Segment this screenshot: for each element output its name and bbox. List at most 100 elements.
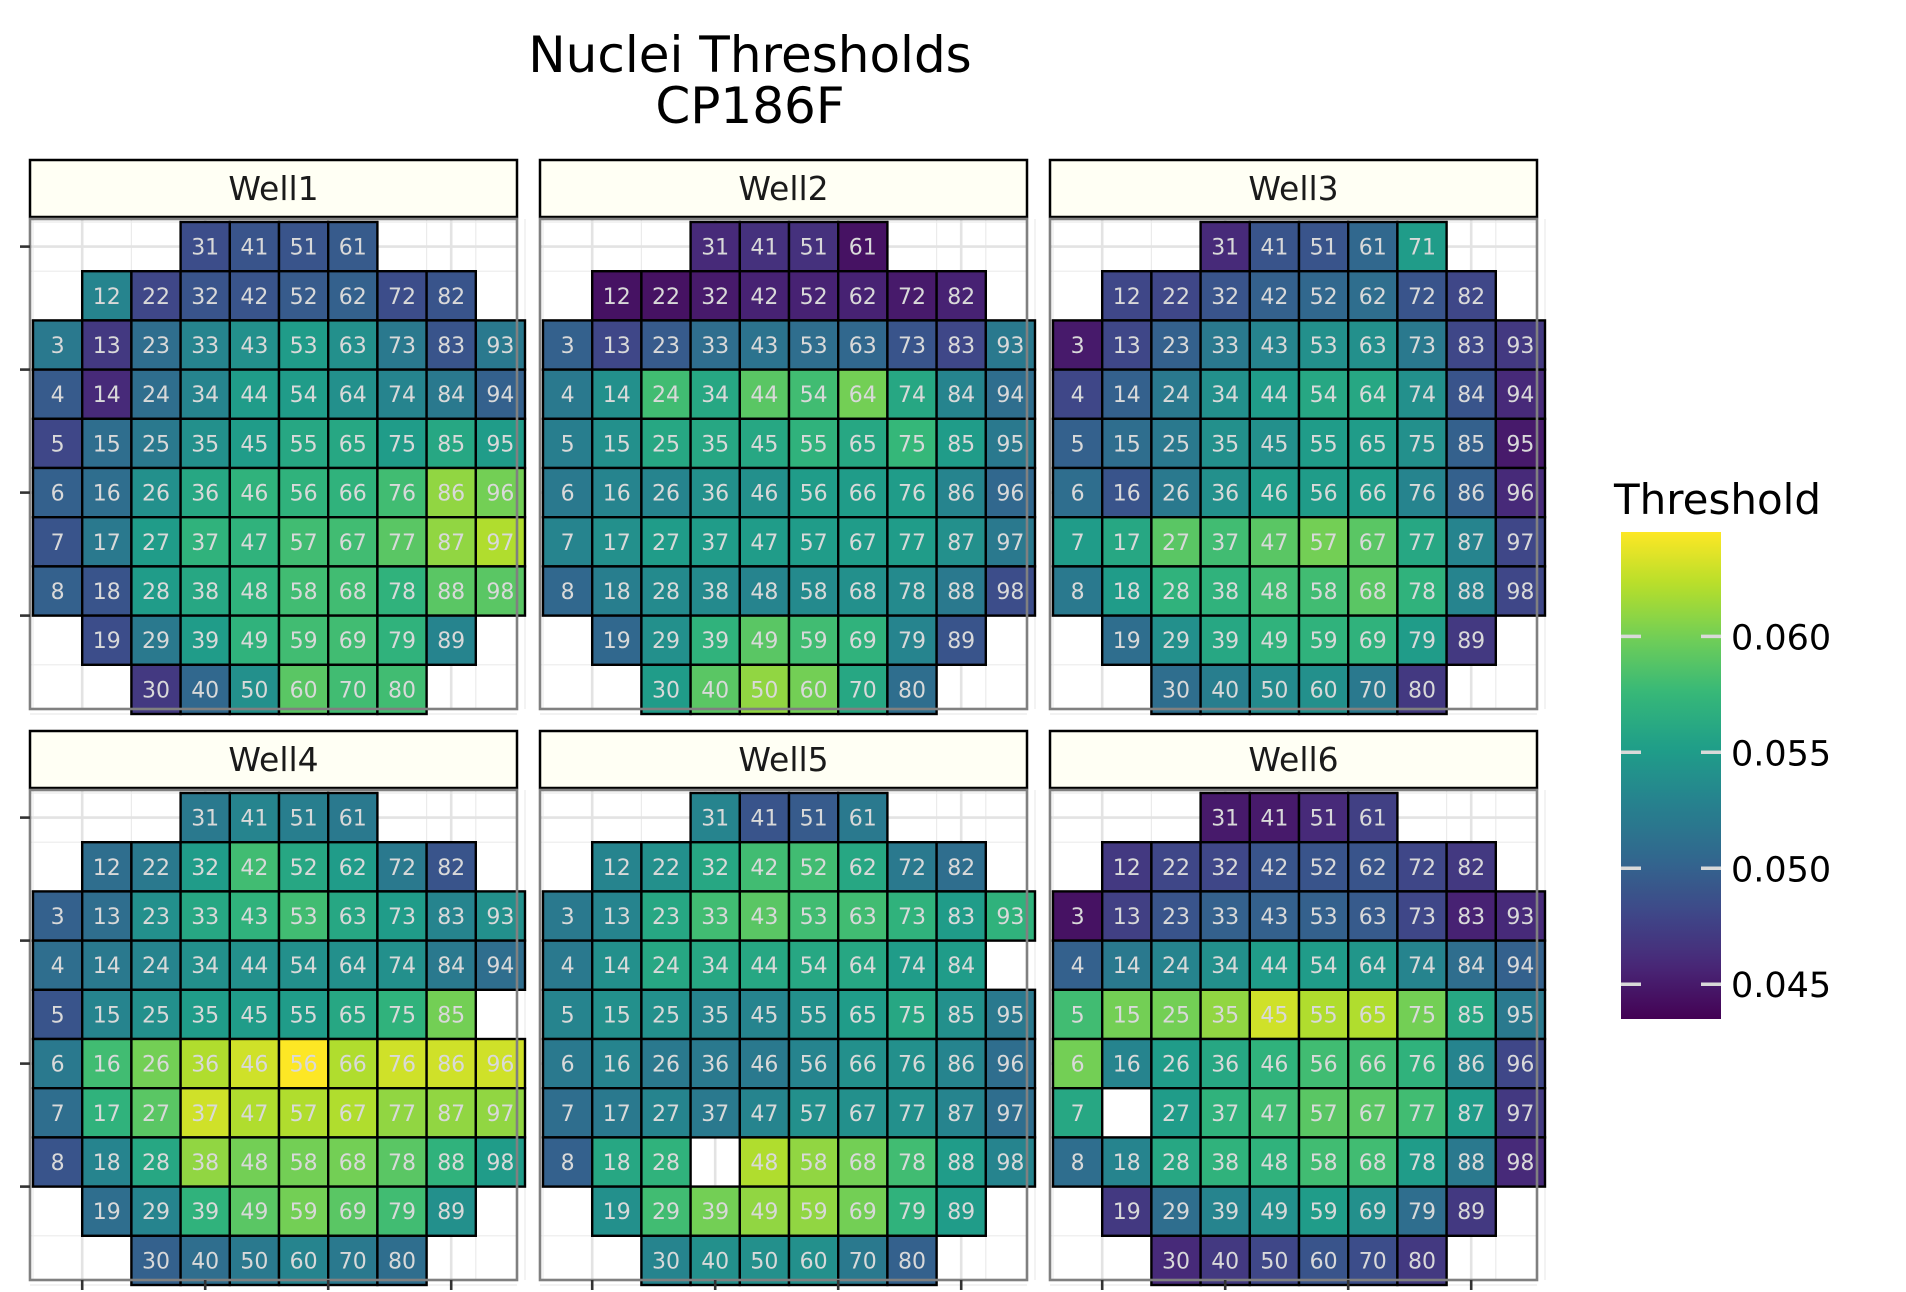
tile-label: 23 [1162, 905, 1190, 930]
tile-label: 79 [898, 629, 926, 654]
tile-well4-65 [327, 988, 379, 1041]
tile-label: 26 [652, 482, 680, 507]
tile-well1-61 [327, 220, 379, 273]
tile-well6-40 [1199, 1234, 1251, 1287]
tile-label: 25 [1162, 1003, 1190, 1028]
tile-well5-45 [738, 988, 791, 1041]
tile-well6-51 [1297, 791, 1350, 844]
tile-well2-76 [886, 466, 938, 519]
tile-label: 96 [1506, 482, 1534, 507]
tile-well4-48 [228, 1136, 281, 1188]
tile-label: 77 [1408, 531, 1436, 556]
tile-label: 58 [290, 1151, 318, 1176]
tile-label: 4 [1071, 954, 1085, 979]
tile-well4-19 [80, 1185, 133, 1237]
tile-label: 82 [947, 285, 975, 310]
tile-label: 79 [1408, 1200, 1436, 1225]
tile-label: 79 [388, 1200, 416, 1225]
tile-well6-41 [1248, 791, 1301, 844]
tile-label: 3 [51, 905, 65, 930]
tile-label: 93 [996, 334, 1024, 359]
tile-label: 3 [1071, 905, 1085, 930]
tile-label: 47 [750, 531, 778, 556]
panel-border [1048, 217, 1539, 711]
tile-label: 82 [1457, 856, 1485, 881]
tile-label: 35 [191, 432, 219, 457]
tile-label: 52 [1310, 285, 1338, 310]
tile-well2-79 [886, 614, 938, 666]
tile-label: 65 [339, 432, 367, 457]
tile-label: 16 [603, 482, 631, 507]
tile-label: 22 [652, 285, 680, 310]
tile-label: 49 [240, 629, 268, 654]
tile-label: 31 [1211, 807, 1239, 832]
tile-label: 13 [93, 334, 121, 359]
tile-label: 65 [849, 1003, 877, 1028]
tile-well6-63 [1346, 890, 1399, 942]
panel-border [1048, 788, 1539, 1282]
panel-strip-label: Well3 [1248, 169, 1338, 208]
tile-label: 39 [1211, 1200, 1239, 1225]
tile-label: 29 [1162, 1200, 1190, 1225]
tile-label: 19 [603, 629, 631, 654]
tile-label: 49 [1260, 1200, 1288, 1225]
tile-label: 60 [290, 1249, 318, 1274]
tile-well3-35 [1199, 417, 1251, 470]
tile-well4-83 [425, 890, 478, 942]
tile-label: 62 [339, 856, 367, 881]
tile-well3-7 [1051, 516, 1104, 568]
tile-label: 47 [240, 1102, 268, 1127]
tile-label: 87 [1457, 531, 1485, 556]
tile-label: 64 [1359, 383, 1387, 408]
tile-label: 84 [1457, 383, 1485, 408]
tile-label: 28 [652, 580, 680, 605]
tile-label: 89 [947, 1200, 975, 1225]
tile-label: 74 [898, 954, 926, 979]
tile-label: 47 [750, 1102, 778, 1127]
tile-label: 39 [191, 1200, 219, 1225]
panel-strip [1048, 158, 1539, 219]
panel-border [538, 217, 1029, 711]
tile-well6-47 [1248, 1086, 1301, 1139]
tile-well2-83 [935, 319, 987, 371]
tile-label: 25 [142, 1003, 170, 1028]
tile-label: 93 [486, 905, 514, 930]
tile-label: 65 [339, 1003, 367, 1028]
tile-label: 16 [1113, 482, 1141, 507]
tile-label: 55 [290, 432, 318, 457]
tile-well6-72 [1396, 841, 1448, 893]
tile-well2-78 [886, 565, 938, 617]
tile-label: 28 [142, 580, 170, 605]
tile-label: 6 [51, 482, 65, 507]
tile-label: 51 [800, 236, 828, 261]
tile-label: 83 [1457, 334, 1485, 359]
tile-label: 84 [947, 954, 975, 979]
tile-label: 16 [1113, 1053, 1141, 1078]
tile-label: 98 [486, 1151, 514, 1176]
tile-label: 8 [561, 1151, 575, 1176]
panel-strip [1048, 729, 1539, 790]
tile-label: 67 [849, 531, 877, 556]
tile-label: 23 [142, 334, 170, 359]
tile-well4-23 [130, 890, 182, 942]
tile-label: 63 [339, 334, 367, 359]
tile-label: 65 [849, 432, 877, 457]
tile-label: 75 [388, 1003, 416, 1028]
chart-subtitle: CP186F [655, 77, 844, 135]
tile-label: 97 [1506, 1102, 1534, 1127]
tile-label: 22 [142, 856, 170, 881]
tile-label: 30 [652, 1249, 680, 1274]
tile-label: 63 [1359, 334, 1387, 359]
panel-strip [538, 729, 1029, 790]
chart-title: Nuclei Thresholds [528, 26, 971, 84]
tile-well3-60 [1297, 663, 1350, 716]
tile-well2-40 [689, 663, 741, 716]
tile-well2-65 [837, 417, 889, 470]
tile-well1-17 [80, 516, 133, 568]
tile-label: 50 [240, 678, 268, 703]
tile-label: 33 [1211, 905, 1239, 930]
tile-well4-76 [376, 1037, 428, 1090]
tile-label: 96 [486, 1053, 514, 1078]
tile-well3-57 [1297, 516, 1350, 568]
